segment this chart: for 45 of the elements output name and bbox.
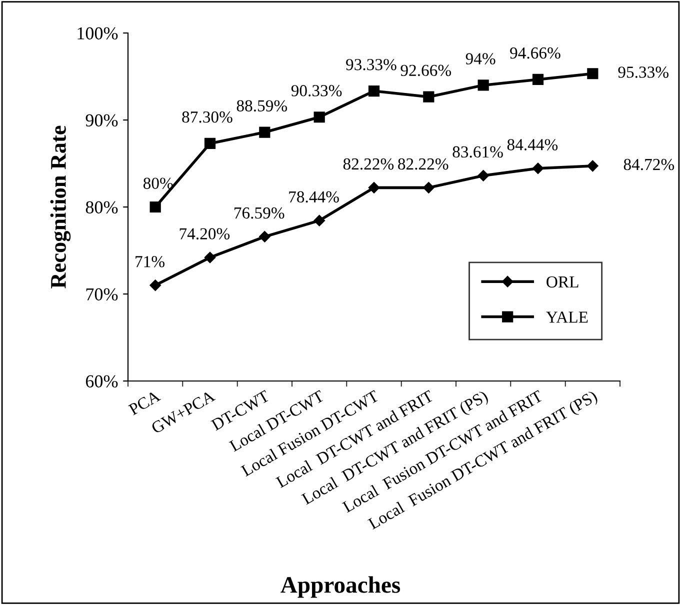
legend-label: YALE (546, 312, 588, 323)
data-label: 82.22% (398, 158, 448, 170)
data-label: 83.61% (452, 146, 503, 158)
data-label: 84.72% (624, 158, 674, 170)
data-label: 94.66% (510, 47, 560, 59)
point (259, 231, 270, 242)
point (587, 68, 598, 80)
legend-label: ORL (546, 276, 578, 288)
data-label: 94% (466, 53, 496, 64)
y-tick-label: 90% (86, 114, 118, 126)
point (150, 201, 161, 213)
data-label: 88.59% (236, 100, 288, 112)
data-label: 95.33% (618, 66, 668, 78)
data-label: 87.30% (182, 111, 232, 123)
point (478, 80, 489, 91)
data-label: 82.22% (343, 158, 394, 170)
point (532, 162, 544, 174)
y-tick-label: 80% (86, 201, 118, 214)
data-label: 90.33% (291, 85, 342, 96)
point (204, 138, 216, 150)
point (423, 91, 434, 102)
y-axis-title: Recognition Rate (50, 126, 71, 288)
data-label: 71% (136, 256, 164, 268)
point (314, 112, 325, 123)
y-tick-label: 100% (78, 27, 118, 40)
x-axis-title: Approaches (280, 576, 400, 598)
data-label: 74.20% (180, 228, 230, 240)
point (314, 214, 325, 226)
point (532, 74, 544, 86)
point (423, 182, 434, 194)
point (259, 126, 270, 138)
point (587, 160, 598, 172)
y-tick-label: 70% (86, 288, 118, 300)
data-label: 84.44% (507, 139, 558, 150)
point (150, 280, 161, 291)
point (204, 252, 216, 264)
point (368, 85, 380, 97)
data-label: 80% (143, 178, 173, 190)
y-tick-label: 60% (86, 375, 118, 388)
data-label: 93.33% (346, 58, 396, 70)
point (478, 170, 489, 182)
data-label: 76.59% (234, 207, 284, 219)
point (368, 182, 380, 194)
data-label: 78.44% (289, 191, 339, 203)
data-label: 92.66% (400, 64, 452, 76)
